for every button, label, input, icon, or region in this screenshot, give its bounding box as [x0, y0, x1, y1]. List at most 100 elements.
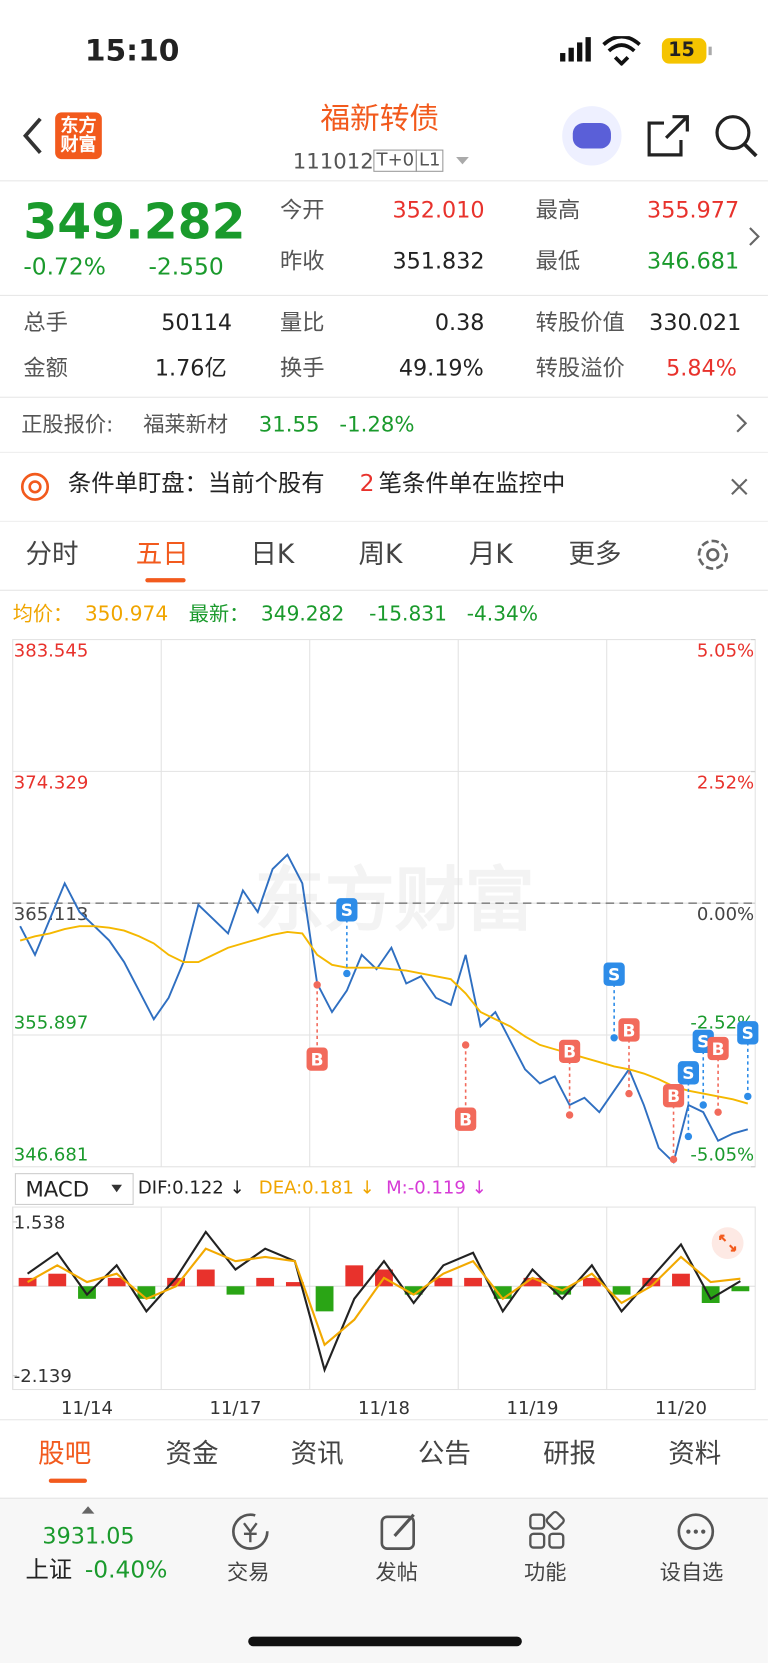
trade-badge-label: B [712, 1040, 725, 1060]
trade-badge [737, 1021, 759, 1045]
macd-bar [731, 1286, 750, 1292]
field-label: 最低 [535, 248, 581, 274]
footer-button[interactable]: 发帖 [375, 1559, 418, 1585]
macd-bar [256, 1277, 275, 1287]
bond-code: 111012 [292, 148, 374, 174]
footer-button[interactable]: 设自选 [659, 1559, 724, 1585]
y-tick-label: 346.681 [14, 1144, 89, 1165]
indicator-name: MACD [25, 1176, 90, 1202]
dropdown-arrow[interactable] [454, 155, 471, 166]
chart-tab[interactable]: 分时 [25, 538, 79, 570]
field-value: 1.76亿 [154, 355, 227, 381]
function-icon[interactable] [526, 1510, 568, 1552]
trade-point [625, 1089, 633, 1098]
settings-button[interactable] [694, 536, 732, 574]
trade-badge [455, 1107, 477, 1131]
trade-badge [618, 1018, 640, 1042]
trade-badge-label: B [459, 1111, 472, 1131]
trade-point [343, 969, 351, 978]
price-line [19, 925, 749, 1105]
last-price: 349.282 [23, 193, 246, 251]
post-icon[interactable] [378, 1510, 420, 1552]
macd-bar [612, 1286, 631, 1295]
field-label: 金额 [23, 355, 68, 381]
footer [0, 1497, 768, 1663]
trade-point [699, 1101, 707, 1109]
x-tick-label: 11/17 [210, 1398, 262, 1419]
bottom-tab-active[interactable]: 股吧 [38, 1438, 92, 1470]
field-label: 量比 [280, 309, 325, 336]
index-value[interactable]: 3931.05 [42, 1523, 135, 1549]
alert-bar[interactable] [0, 451, 768, 522]
y2-tick-label: 2.52% [697, 773, 754, 794]
macd-bar [18, 1277, 37, 1287]
macd-bar [315, 1286, 334, 1312]
bottom-tab[interactable]: 资讯 [290, 1438, 344, 1470]
chart-tab-active[interactable]: 五日 [135, 538, 189, 570]
status-time: 15:10 [84, 32, 180, 68]
trade-badge-label: S [682, 1064, 694, 1084]
field-value: 50114 [161, 309, 233, 336]
footer-button[interactable]: 交易 [226, 1559, 270, 1585]
trade-point [744, 1092, 752, 1101]
bottom-tab[interactable]: 资金 [165, 1438, 219, 1470]
footer-button[interactable]: 功能 [523, 1559, 567, 1585]
alert-icon [20, 472, 50, 501]
field-value: 0.38 [434, 309, 485, 336]
last-label: 最新： [188, 602, 250, 626]
logo-text: 东方财富 [60, 115, 97, 156]
bottom-tab[interactable]: 公告 [417, 1438, 471, 1470]
stock-arrow[interactable] [734, 412, 749, 435]
x-tick-label: 11/20 [655, 1398, 707, 1419]
x-tick-label: 11/19 [507, 1398, 559, 1419]
alert-suffix: 笔条件单在监控中 [378, 470, 566, 498]
back-button[interactable] [17, 115, 49, 157]
assistant-avatar[interactable] [562, 106, 622, 166]
fullscreen-button[interactable] [711, 1226, 745, 1260]
dea-legend: DEA:0.181 ↓ [258, 1177, 375, 1199]
watermark: 东方财富 [254, 859, 535, 941]
dif-legend: DIF:0.122 ↓ [137, 1177, 245, 1199]
watchlist-icon[interactable] [675, 1510, 717, 1552]
alert-prefix: 条件单盯盘：当前个股有 [67, 470, 325, 498]
index-name: 上证 [25, 1557, 73, 1584]
y-tick-label: -2.139 [14, 1366, 72, 1387]
field-label: 转股价值 [535, 309, 625, 336]
app-logo: 东方财富 [55, 112, 102, 160]
chart-tab[interactable]: 更多 [568, 538, 622, 570]
chart-tab[interactable]: 日K [250, 538, 295, 570]
stock-name: 福莱新材 [143, 411, 229, 438]
expand-arrow[interactable] [747, 225, 762, 248]
macd-line [27, 1247, 741, 1347]
change-value: -2.550 [148, 254, 224, 282]
trade-badge-label: B [667, 1087, 680, 1107]
bottom-tab[interactable]: 研报 [543, 1438, 597, 1470]
alert-close[interactable] [728, 475, 751, 498]
trade-icon[interactable] [229, 1510, 271, 1552]
tab-indicator [145, 578, 186, 583]
x-tick-label: 11/18 [358, 1398, 410, 1419]
macd-bar [196, 1269, 215, 1287]
macd-bar [345, 1265, 364, 1287]
last-value: 349.282 [260, 602, 345, 626]
divider [0, 589, 768, 591]
share-button[interactable] [645, 112, 692, 159]
chart-tab[interactable]: 月K [468, 538, 513, 570]
y-tick-label: 374.329 [14, 772, 89, 793]
bottom-tab[interactable]: 资料 [668, 1438, 722, 1470]
field-label: 最高 [535, 197, 581, 223]
trade-point [669, 1155, 678, 1164]
chart-tab[interactable]: 周K [358, 538, 403, 570]
indicator-select[interactable] [14, 1173, 134, 1205]
search-button[interactable] [713, 112, 760, 159]
y2-tick-label: 5.05% [697, 641, 754, 662]
index-arrow [81, 1506, 95, 1514]
trade-badge [662, 1084, 685, 1108]
field-label: 总手 [23, 309, 68, 336]
field-label: 今开 [280, 197, 325, 223]
macd-bar [672, 1273, 690, 1287]
y-tick-label: 355.897 [14, 1013, 89, 1034]
field-label: 昨收 [280, 248, 325, 274]
trade-badge-label: B [563, 1043, 576, 1063]
macd-bar [226, 1286, 245, 1295]
